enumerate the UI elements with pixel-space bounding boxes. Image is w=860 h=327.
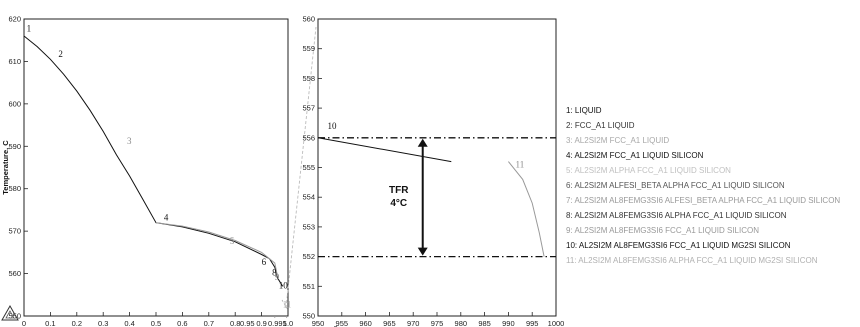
left-curve-label: 1 <box>27 24 32 34</box>
legend-item: 7: AL2SI2M AL8FEMG3SI6 ALFESI_BETA ALPHA… <box>566 196 840 205</box>
tfr-arrow-head-up <box>417 138 428 147</box>
logo-triangle-inner <box>5 310 15 319</box>
x-tick-label: 965 <box>383 319 396 327</box>
y-tick-label: 550 <box>8 312 21 321</box>
x-tick-label: 0.7 <box>204 319 214 327</box>
right-curve-label: 11 <box>516 160 525 170</box>
legend-item: 5: AL2SI2M ALPHA FCC_A1 LIQUID SILICON <box>566 166 731 175</box>
legend-item: 11: AL2SI2M AL8FEMG3SI6 ALPHA FCC_A1 LIQ… <box>566 256 818 265</box>
legend-item: 10: AL2SI2M AL8FEMG3SI6 FCC_A1 LIQUID MG… <box>566 241 791 250</box>
y-tick-label: 570 <box>8 227 21 236</box>
x-tick-label: 0.9 <box>256 319 266 327</box>
x-tick-label: 0.3 <box>98 319 108 327</box>
y-tick-label: 556 <box>302 133 315 142</box>
right-curve-label: 10 <box>328 121 338 131</box>
y-tick-label: 580 <box>8 184 21 193</box>
left-curve-label: 9 <box>275 272 280 282</box>
left-series-line <box>155 222 278 276</box>
y-tick-label: 557 <box>302 104 315 113</box>
logo-triangle-outer <box>1 304 19 321</box>
x-tick-label: 985 <box>478 319 491 327</box>
zoom-tick-label: 0.995 <box>268 319 287 327</box>
y-tick-label: 555 <box>302 163 315 172</box>
left-plot-frame <box>23 18 289 317</box>
legend-item: 9: AL2SI2M AL8FEMG3SI6 FCC_A1 LIQUID SIL… <box>566 226 759 235</box>
x-tick-label: 990 <box>502 319 515 327</box>
legend: 1: LIQUID 2: FCC_A1 LIQUID 3: AL2SI2M FCC_… <box>566 106 840 265</box>
legend-item: 8: AL2SI2M AL8FEMG3SI6 ALPHA FCC_A1 LIQU… <box>566 211 787 220</box>
legend-item: 1: LIQUID <box>566 106 602 115</box>
x-tick-label: 0 <box>22 319 26 327</box>
x-tick-label: 0.1 <box>45 319 55 327</box>
y-tick-label: 554 <box>302 193 315 202</box>
right-series-line <box>317 137 452 163</box>
y-tick-label: 552 <box>302 252 315 261</box>
y-tick-label: 560 <box>8 269 21 278</box>
right-series-line <box>508 161 545 257</box>
left-curve-label: 2 <box>58 49 63 59</box>
x-tick-label: 0.6 <box>177 319 187 327</box>
tfr-label: TFR <box>389 185 409 196</box>
x-multiplier-exponent: -3 <box>331 324 338 327</box>
left-curve-label: 5 <box>230 236 235 246</box>
x-tick-label: 950 <box>312 319 325 327</box>
zoom-tick-label: 0.95 <box>240 319 255 327</box>
tfr-arrow-head-down <box>417 247 428 256</box>
x-tick-label: 975 <box>431 319 444 327</box>
right-panel: 550 551 552 553 554 555 556 557 558 559 560 950 955 9… <box>302 15 564 327</box>
y-tick-label: 558 <box>302 74 315 83</box>
legend-item: 3: AL2SI2M FCC_A1 LIQUID <box>566 136 669 145</box>
left-curve-label: 11 <box>283 300 292 310</box>
y-tick-label: 553 <box>302 222 315 231</box>
y-tick-label: 551 <box>302 282 315 291</box>
x-tick-label: 0.8 <box>230 319 240 327</box>
left-y-axis-title: Temperature, C <box>1 140 10 195</box>
y-tick-label: 550 <box>302 312 315 321</box>
x-tick-label: 0.4 <box>124 319 134 327</box>
y-tick-label: 590 <box>8 142 21 151</box>
left-curve-label: 4 <box>164 213 169 223</box>
left-curve-label: 6 <box>262 257 267 267</box>
legend-item: 4: AL2SI2M FCC_A1 LIQUID SILICON <box>566 151 704 160</box>
left-curve-label: 8 <box>272 268 277 278</box>
zoom-connector-diagonal <box>285 26 317 309</box>
x-tick-label: 970 <box>407 319 420 327</box>
y-tick-label: 600 <box>8 99 21 108</box>
x-tick-label: 0.2 <box>72 319 82 327</box>
x-tick-label: 980 <box>455 319 468 327</box>
y-tick-label: 560 <box>302 15 315 24</box>
x-tick-label: 0.5 <box>151 319 161 327</box>
legend-item: 2: FCC_A1 LIQUID <box>566 121 635 130</box>
y-tick-label: 610 <box>8 57 21 66</box>
x-tick-label: 995 <box>526 319 539 327</box>
thermo-calc-triangle-icon <box>1 304 19 321</box>
y-tick-label: 559 <box>302 44 315 53</box>
x-tick-label: 955 <box>336 319 349 327</box>
left-series-line <box>23 35 284 287</box>
left-curve-label: 10 <box>279 280 289 290</box>
left-curve-label: 3 <box>127 136 132 146</box>
zoom-box-edge <box>281 299 289 311</box>
y-tick-label: 620 <box>8 15 21 24</box>
tfr-value: 4°C <box>390 198 407 209</box>
x-tick-label: 1.0 <box>283 319 293 327</box>
legend-item: 6: AL2SI2M ALFESI_BETA ALPHA FCC_A1 LIQU… <box>566 181 785 190</box>
x-tick-label: 1000 <box>548 319 565 327</box>
x-tick-label: 960 <box>359 319 372 327</box>
